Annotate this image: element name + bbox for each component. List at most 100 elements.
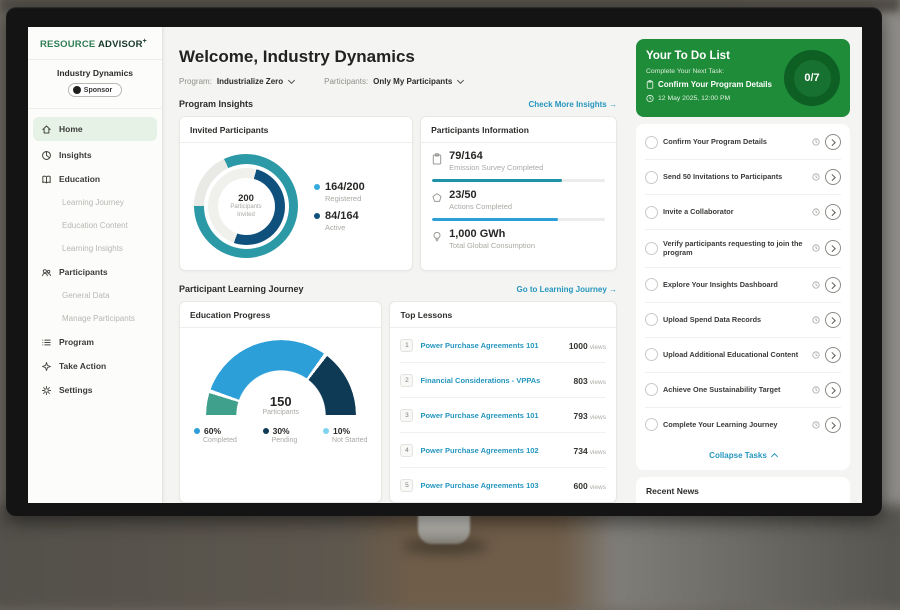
task-label: Complete Your Learning Journey: [663, 420, 778, 430]
sidebar-item-program[interactable]: Program: [28, 330, 162, 354]
learning-journey-header: Participant Learning Journey Go to Learn…: [179, 284, 617, 294]
survey-progress-fill: [432, 179, 562, 182]
task-chevron-button[interactable]: [825, 311, 841, 328]
task-checkbox[interactable]: [645, 313, 658, 327]
sidebar-item-education[interactable]: Education: [28, 167, 162, 191]
lesson-row: 4 Power Purchase Agreements 102 734 views: [400, 433, 606, 468]
rank-badge: 3: [400, 408, 414, 422]
sidebar-item-participants[interactable]: Participants: [28, 260, 162, 284]
gear-icon: [41, 385, 52, 396]
insights-cards-row: Invited Participants 200 Participants Inv…: [179, 116, 617, 271]
pending-pct: 30%: [272, 426, 290, 436]
users-icon: [41, 267, 52, 278]
lesson-row: 2 Financial Considerations - VPPAs 803 vi…: [400, 363, 606, 398]
lesson-link[interactable]: Power Purchase Agreements 102: [420, 445, 539, 455]
task-chevron-button[interactable]: [825, 276, 841, 293]
go-to-learning-journey-link[interactable]: Go to Learning Journey →: [517, 285, 617, 294]
home-icon: [41, 124, 52, 135]
task-checkbox[interactable]: [645, 278, 658, 292]
task-checkbox[interactable]: [645, 418, 658, 432]
task-checkbox[interactable]: [645, 170, 658, 184]
lesson-link[interactable]: Financial Considerations - VPPAs: [420, 375, 541, 385]
donut-center: 200 Participants Invited: [217, 177, 275, 235]
gauge-center-label: Participants: [262, 409, 300, 416]
clock-icon: [812, 138, 820, 146]
task-row[interactable]: Complete Your Learning Journey: [645, 408, 841, 442]
arrow-right-icon: →: [609, 284, 617, 294]
task-chevron-button[interactable]: [825, 169, 841, 185]
task-chevron-button[interactable]: [825, 134, 841, 150]
task-checkbox[interactable]: [645, 241, 658, 255]
program-filter[interactable]: Program: Industrialize Zero: [179, 76, 296, 86]
lesson-link[interactable]: Power Purchase Agreements 101: [420, 410, 539, 420]
clock-icon: [812, 281, 820, 289]
completed-pct: 60%: [204, 426, 222, 436]
sidebar-item-label: Insights: [59, 150, 92, 161]
task-label: Verify participants requesting to join t…: [663, 239, 803, 258]
todo-panel: Your To Do List Complete Your Next Task:…: [630, 27, 862, 503]
task-chevron-button[interactable]: [825, 346, 841, 363]
sidebar-item-insights[interactable]: Insights: [28, 143, 162, 167]
task-checkbox[interactable]: [645, 383, 658, 397]
task-checkbox[interactable]: [645, 135, 658, 149]
task-row[interactable]: Confirm Your Program Details: [645, 125, 841, 160]
sidebar-item-settings[interactable]: Settings: [28, 378, 162, 402]
task-chevron-button[interactable]: [825, 416, 841, 433]
sidebar-item-learning-insights[interactable]: Learning Insights: [28, 237, 162, 260]
sponsor-badge[interactable]: Sponsor: [67, 83, 123, 98]
rank-badge: 5: [400, 478, 414, 492]
views-suffix: views: [589, 484, 606, 491]
sponsor-label: Sponsor: [83, 86, 113, 94]
task-chevron-button[interactable]: [825, 381, 841, 398]
task-row[interactable]: Verify participants requesting to join t…: [645, 230, 841, 268]
task-row[interactable]: Explore Your Insights Dashboard: [645, 268, 841, 303]
lesson-link[interactable]: Power Purchase Agreements 103: [420, 480, 539, 490]
views-count: 803: [573, 376, 588, 386]
task-row[interactable]: Upload Spend Data Records: [645, 303, 841, 338]
views-suffix: views: [589, 449, 606, 456]
sidebar-item-learning-journey[interactable]: Learning Journey: [28, 191, 162, 214]
todo-next-task[interactable]: Confirm Your Program Details: [646, 80, 778, 89]
views-count: 734: [573, 446, 588, 456]
sidebar-subitem-label: Education Content: [62, 221, 128, 231]
participants-filter-label: Participants:: [324, 77, 369, 86]
chevron-right-icon: [829, 316, 836, 324]
task-row[interactable]: Invite a Collaborator: [645, 195, 841, 230]
sidebar-item-take-action[interactable]: Take Action: [28, 354, 162, 378]
pending-dot-icon: [262, 428, 269, 434]
task-row[interactable]: Achieve One Sustainability Target: [645, 373, 841, 408]
donut-center-label-1: Participants: [230, 203, 262, 210]
sidebar-item-general-data[interactable]: General Data: [28, 284, 162, 307]
views-suffix: views: [589, 414, 606, 421]
task-row[interactable]: Send 50 Invitations to Participants: [645, 160, 841, 195]
sidebar-item-education-content[interactable]: Education Content: [28, 214, 162, 237]
not-started-pct: 10%: [333, 426, 351, 436]
chevron-right-icon: [829, 351, 836, 359]
task-checkbox[interactable]: [645, 205, 658, 219]
sidebar-item-home[interactable]: Home: [33, 117, 157, 142]
active-value: 84/164: [325, 209, 359, 222]
sidebar-item-manage-participants[interactable]: Manage Participants: [28, 307, 162, 330]
chevron-right-icon: [829, 421, 836, 429]
registered-value: 164/200: [325, 180, 365, 193]
check-more-insights-link[interactable]: Check More Insights →: [529, 100, 617, 109]
participants-information-card: Participants Information 79/164 Emission…: [420, 116, 617, 271]
task-checkbox[interactable]: [645, 348, 658, 362]
task-chevron-button[interactable]: [825, 240, 841, 257]
card-title: Invited Participants: [180, 117, 413, 143]
lesson-link[interactable]: Power Purchase Agreements 101: [420, 340, 539, 350]
main-content: Welcome, Industry Dynamics Program: Indu…: [163, 27, 630, 503]
list-icon: [41, 337, 52, 348]
task-label: Upload Spend Data Records: [663, 315, 762, 325]
participants-filter[interactable]: Participants: Only My Participants: [324, 76, 465, 86]
clock-icon: [812, 173, 820, 181]
task-row[interactable]: Upload Additional Educational Content: [645, 338, 841, 373]
collapse-label: Collapse Tasks: [709, 450, 767, 460]
legend-active: 84/164 Active: [314, 210, 365, 232]
monitor-frame: RESOURCE ADVISOR+ Industry Dynamics Spon…: [6, 7, 882, 516]
filters-row: Program: Industrialize Zero Participants…: [179, 76, 617, 86]
spark-icon: [41, 361, 52, 372]
section-title: Program Insights: [179, 99, 254, 109]
collapse-tasks-link[interactable]: Collapse Tasks: [645, 442, 841, 470]
task-chevron-button[interactable]: [825, 204, 841, 220]
